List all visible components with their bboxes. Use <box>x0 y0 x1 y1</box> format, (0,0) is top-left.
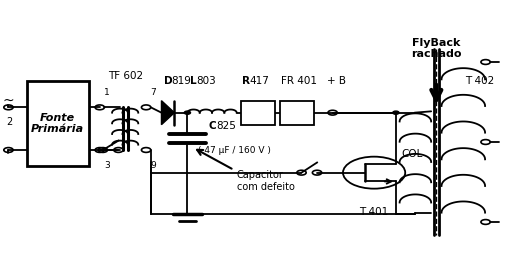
Text: T 401: T 401 <box>359 207 389 217</box>
Text: 7: 7 <box>150 88 156 97</box>
Text: L: L <box>190 76 197 86</box>
Circle shape <box>393 111 399 114</box>
Text: 1: 1 <box>104 88 110 97</box>
Text: FR 401: FR 401 <box>281 76 317 86</box>
Text: Fonte
Primária: Fonte Primária <box>31 113 84 134</box>
Text: 417: 417 <box>249 76 269 86</box>
Text: C: C <box>208 121 216 131</box>
Bar <box>241 101 275 125</box>
Text: TF 602: TF 602 <box>108 71 142 81</box>
Text: COL: COL <box>401 148 422 159</box>
Text: 803: 803 <box>197 76 216 86</box>
Text: D: D <box>164 76 173 86</box>
Text: T 402: T 402 <box>465 76 494 86</box>
Text: 825: 825 <box>216 121 236 131</box>
Bar <box>280 101 315 125</box>
Text: 819: 819 <box>171 76 191 86</box>
Text: ( 47 μF / 160 V ): ( 47 μF / 160 V ) <box>198 146 270 155</box>
Bar <box>27 81 89 166</box>
Text: Capacitor
com defeito: Capacitor com defeito <box>237 170 294 192</box>
Text: R: R <box>242 76 250 86</box>
Text: + B: + B <box>328 76 346 86</box>
Text: 3: 3 <box>104 161 110 170</box>
Circle shape <box>184 111 190 114</box>
Text: 2: 2 <box>6 117 12 127</box>
Text: FlyBack
rachado: FlyBack rachado <box>411 38 462 59</box>
Polygon shape <box>162 101 174 125</box>
Text: ~: ~ <box>3 94 14 108</box>
Text: 9: 9 <box>150 161 156 170</box>
